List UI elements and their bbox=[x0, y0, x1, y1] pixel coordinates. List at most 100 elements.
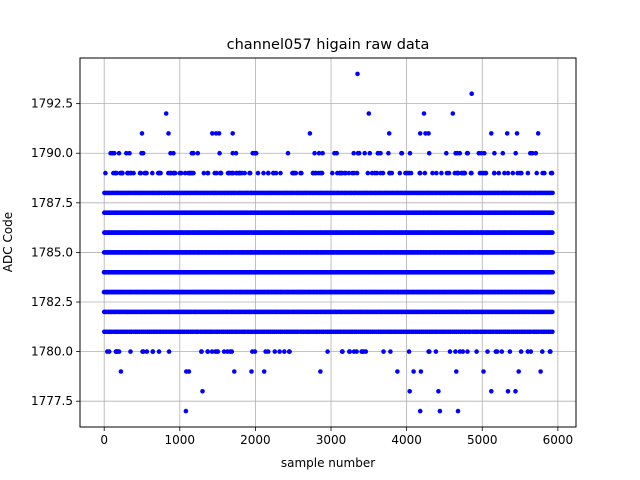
data-point bbox=[367, 150, 373, 156]
y-tick-label: 1792.5 bbox=[31, 97, 73, 111]
x-tick-label: 1000 bbox=[165, 433, 196, 447]
data-point bbox=[249, 369, 254, 374]
data-point bbox=[233, 150, 239, 156]
data-point bbox=[538, 369, 543, 374]
data-point bbox=[533, 150, 539, 156]
data-point bbox=[261, 369, 267, 374]
data-point bbox=[205, 170, 211, 176]
data-point bbox=[505, 389, 511, 394]
data-point bbox=[356, 150, 362, 156]
y-tick-label: 1787.5 bbox=[31, 196, 73, 210]
data-point bbox=[426, 150, 432, 156]
data-point bbox=[417, 170, 423, 176]
data-point bbox=[118, 369, 124, 374]
data-point bbox=[468, 170, 474, 176]
data-point bbox=[433, 349, 439, 354]
data-point bbox=[550, 190, 555, 196]
data-point bbox=[469, 91, 475, 96]
data-point bbox=[118, 170, 124, 176]
data-point bbox=[214, 349, 220, 354]
data-point bbox=[144, 349, 150, 354]
data-point bbox=[127, 150, 132, 156]
data-point bbox=[156, 349, 162, 354]
data-point bbox=[210, 131, 215, 136]
data-point bbox=[534, 170, 539, 176]
data-point bbox=[351, 349, 357, 354]
data-point bbox=[325, 349, 330, 354]
data-point bbox=[417, 131, 423, 136]
data-point bbox=[505, 170, 511, 176]
data-point bbox=[252, 349, 258, 354]
data-point bbox=[263, 349, 268, 354]
data-point bbox=[430, 170, 435, 176]
data-point bbox=[150, 170, 155, 176]
data-point bbox=[191, 170, 196, 176]
data-point bbox=[229, 349, 235, 354]
data-point bbox=[112, 150, 117, 156]
data-point bbox=[407, 150, 413, 156]
data-point bbox=[347, 349, 353, 354]
data-point bbox=[318, 369, 323, 374]
data-point bbox=[186, 170, 191, 176]
data-point bbox=[171, 150, 176, 156]
data-point bbox=[461, 170, 467, 176]
data-point bbox=[191, 150, 196, 156]
data-point bbox=[232, 369, 237, 374]
data-point bbox=[421, 111, 427, 116]
data-point bbox=[199, 349, 204, 354]
data-point bbox=[464, 150, 470, 156]
y-axis-ticks: 1777.5 1780.0 1782.5 1785.0 1787.5 1790.0 1792… bbox=[31, 97, 80, 408]
data-point bbox=[261, 170, 266, 176]
data-point bbox=[126, 170, 131, 176]
data-point bbox=[285, 150, 291, 156]
data-point bbox=[366, 111, 372, 116]
data-point bbox=[439, 170, 444, 176]
data-point bbox=[201, 170, 207, 176]
data-point bbox=[142, 170, 147, 176]
data-point bbox=[108, 150, 113, 156]
data-point bbox=[116, 349, 122, 354]
data-point bbox=[282, 349, 287, 354]
data-point bbox=[171, 170, 177, 176]
data-point bbox=[492, 150, 497, 156]
data-point bbox=[286, 349, 292, 354]
data-point bbox=[502, 170, 507, 176]
data-point bbox=[453, 349, 458, 354]
data-point bbox=[550, 270, 555, 275]
data-point bbox=[516, 369, 521, 374]
x-tick-label: 4000 bbox=[391, 433, 422, 447]
data-point bbox=[528, 150, 533, 156]
data-point bbox=[513, 389, 518, 394]
data-point bbox=[242, 170, 247, 176]
data-point bbox=[124, 150, 129, 156]
data-point bbox=[436, 389, 441, 394]
data-point bbox=[417, 408, 423, 414]
data-point bbox=[454, 150, 460, 156]
data-point bbox=[496, 170, 502, 176]
data-point bbox=[437, 408, 443, 414]
data-point bbox=[312, 170, 318, 176]
data-point bbox=[365, 170, 371, 176]
data-point bbox=[361, 349, 366, 354]
data-point bbox=[427, 349, 432, 354]
data-point bbox=[105, 349, 110, 354]
data-point bbox=[205, 349, 210, 354]
data-point bbox=[214, 170, 219, 176]
data-point bbox=[299, 170, 304, 176]
data-point bbox=[489, 389, 494, 394]
data-point bbox=[481, 369, 486, 374]
data-point bbox=[397, 170, 403, 176]
x-tick-label: 2000 bbox=[240, 433, 271, 447]
data-point bbox=[535, 131, 541, 136]
data-point bbox=[270, 170, 276, 176]
data-point bbox=[355, 71, 360, 77]
data-point bbox=[550, 250, 555, 255]
data-point bbox=[183, 408, 189, 414]
data-point bbox=[307, 131, 313, 136]
data-point bbox=[218, 170, 224, 176]
data-point bbox=[186, 369, 192, 374]
y-tick-label: 1782.5 bbox=[31, 295, 73, 309]
y-tick-label: 1790.0 bbox=[31, 146, 73, 160]
data-point bbox=[139, 131, 145, 136]
